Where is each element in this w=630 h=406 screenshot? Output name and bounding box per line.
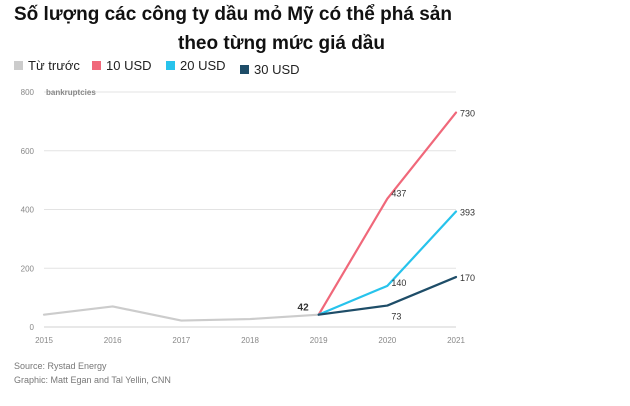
legend-swatch-10usd — [92, 61, 101, 70]
graphic-credit: Graphic: Matt Egan and Tal Yellin, CNN — [14, 375, 171, 385]
chart-title-line1: Số lượng các công ty dầu mỏ Mỹ có thể ph… — [14, 4, 452, 25]
legend-label-20usd: 20 USD — [180, 58, 226, 73]
y-tick-label: 400 — [21, 206, 35, 215]
y-tick-label: 0 — [30, 323, 35, 332]
data-label: 437 — [391, 189, 406, 199]
x-tick-label: 2018 — [241, 336, 259, 345]
x-tick-label: 2017 — [172, 336, 190, 345]
y-tick-label: 200 — [21, 264, 35, 273]
legend: Từ trước 10 USD 20 USD 30 USD — [14, 58, 614, 78]
data-label: 140 — [391, 278, 406, 288]
series-line-từ-trước — [42, 305, 320, 322]
legend-swatch-before — [14, 61, 23, 70]
source-note: Source: Rystad Energy — [14, 361, 107, 371]
y-tick-label: 600 — [21, 147, 35, 156]
legend-item-30usd: 30 USD — [240, 62, 300, 77]
data-label: 73 — [391, 312, 401, 322]
x-tick-label: 2021 — [447, 336, 465, 345]
legend-label-30usd: 30 USD — [254, 62, 300, 77]
x-tick-label: 2016 — [104, 336, 122, 345]
y-axis-unit-label: bankruptcies — [46, 88, 96, 97]
data-label: 393 — [460, 208, 475, 218]
legend-label-10usd: 10 USD — [106, 58, 152, 73]
legend-item-before: Từ trước — [14, 58, 80, 73]
legend-item-10usd: 10 USD — [92, 58, 152, 73]
data-label: 170 — [460, 273, 475, 283]
x-tick-label: 2020 — [378, 336, 396, 345]
legend-label-before: Từ trước — [28, 58, 80, 73]
chart-title-line2: theo từng mức giá dầu — [178, 33, 385, 54]
x-tick-label: 2019 — [310, 336, 328, 345]
x-tick-label: 2015 — [35, 336, 53, 345]
legend-item-20usd: 20 USD — [166, 58, 226, 73]
series-line-20-usd — [317, 210, 458, 316]
legend-swatch-30usd — [240, 65, 249, 74]
y-tick-label: 800 — [21, 88, 35, 97]
legend-swatch-20usd — [166, 61, 175, 70]
data-label: 42 — [298, 303, 310, 314]
series-line-30-usd — [317, 275, 458, 316]
data-label: 730 — [460, 109, 475, 119]
